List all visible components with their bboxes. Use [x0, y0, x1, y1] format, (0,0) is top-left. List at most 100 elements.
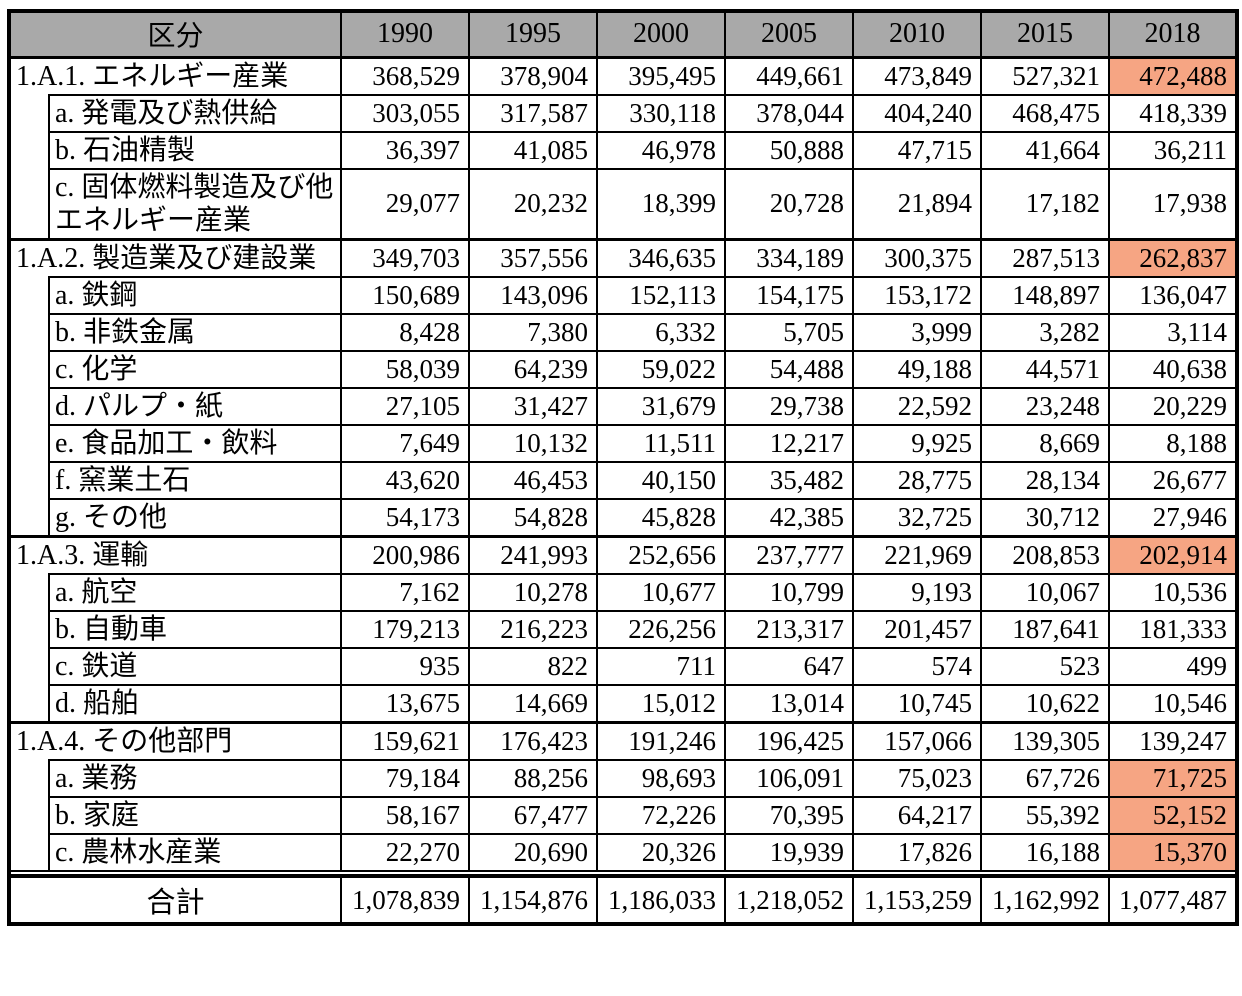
value-cell: 10,546: [1108, 684, 1239, 724]
value-cell: 200,986: [340, 534, 471, 575]
value-cell: 67,477: [468, 796, 599, 836]
value-cell: 711: [596, 646, 727, 687]
value-cell: 10,067: [980, 572, 1111, 612]
subcategory-label: d. パルプ・紙: [47, 386, 343, 426]
subcategory-label: a. 航空: [47, 572, 343, 612]
value-cell: 252,656: [596, 534, 727, 575]
value-cell: 157,066: [852, 721, 983, 762]
value-cell: 36,397: [340, 130, 471, 170]
value-cell: 41,664: [980, 130, 1111, 170]
value-cell: 20,229: [1108, 386, 1239, 426]
year-column-header-2005: 2005: [724, 10, 855, 59]
value-cell: 10,536: [1108, 572, 1239, 612]
subcategory-label: d. 船舶: [47, 684, 343, 724]
subcategory-row: c. 農林水産業 22,270 20,690 20,326 19,939 17,826 16…: [9, 833, 1239, 873]
value-cell: 3,282: [980, 312, 1111, 352]
year-column-header-2000: 2000: [596, 10, 727, 59]
value-cell: 88,256: [468, 759, 599, 799]
value-cell: 20,728: [724, 167, 855, 241]
value-cell: 54,173: [340, 497, 471, 538]
value-cell: 67,726: [980, 759, 1111, 799]
subcategory-label: c. 農林水産業: [47, 833, 343, 873]
value-cell: 181,333: [1108, 609, 1239, 650]
value-cell: 20,326: [596, 833, 727, 873]
subcategory-label: b. 家庭: [47, 796, 343, 836]
value-cell: 27,946: [1108, 497, 1239, 538]
year-column-header-1995: 1995: [468, 10, 599, 59]
value-cell: 12,217: [724, 423, 855, 463]
subcategory-label: a. 鉄鋼: [47, 275, 343, 315]
value-cell: 46,453: [468, 460, 599, 500]
category-row: 1.A.1. エネルギー産業 368,529 378,904 395,495 449,6…: [7, 55, 1239, 96]
value-cell: 28,775: [852, 460, 983, 500]
value-cell: 15,370: [1108, 833, 1239, 873]
value-cell: 40,638: [1108, 349, 1239, 389]
value-cell: 59,022: [596, 349, 727, 389]
value-cell: 54,488: [724, 349, 855, 389]
value-cell: 23,248: [980, 386, 1111, 426]
value-cell: 148,897: [980, 275, 1111, 315]
value-cell: 41,085: [468, 130, 599, 170]
value-cell: 71,725: [1108, 759, 1239, 799]
subcategory-row: c. 鉄道 935 822 711 647 574 523 499: [9, 646, 1239, 687]
value-cell: 216,223: [468, 609, 599, 650]
value-cell: 468,475: [980, 93, 1111, 133]
value-cell: 64,239: [468, 349, 599, 389]
value-cell: 50,888: [724, 130, 855, 170]
subcategory-label: a. 発電及び熱供給: [47, 93, 343, 133]
value-cell: 7,380: [468, 312, 599, 352]
value-cell: 822: [468, 646, 599, 687]
value-cell: 17,938: [1108, 167, 1239, 241]
value-cell: 10,677: [596, 572, 727, 612]
value-cell: 334,189: [724, 237, 855, 278]
value-cell: 300,375: [852, 237, 983, 278]
value-cell: 28,134: [980, 460, 1111, 500]
category-row: 1.A.4. その他部門 159,621 176,423 191,246 196,425…: [7, 721, 1239, 762]
page: 区分 1990 1995 2000 2005 2010 2015 2018 1.…: [7, 9, 1240, 927]
category-label: 1.A.4. その他部門: [7, 721, 343, 762]
subcategory-label: c. 化学: [47, 349, 343, 389]
total-label: 合計: [7, 875, 343, 926]
subcategory-row: b. 非鉄金属 8,428 7,380 6,332 5,705 3,999 3,282 3,1…: [9, 312, 1239, 352]
value-cell: 1,077,487: [1108, 875, 1239, 926]
year-column-header-2015: 2015: [980, 10, 1111, 59]
value-cell: 10,278: [468, 572, 599, 612]
value-cell: 10,745: [852, 684, 983, 724]
value-cell: 330,118: [596, 93, 727, 133]
value-cell: 21,894: [852, 167, 983, 241]
subcategory-label: f. 窯業土石: [47, 460, 343, 500]
value-cell: 20,232: [468, 167, 599, 241]
value-cell: 241,993: [468, 534, 599, 575]
value-cell: 64,217: [852, 796, 983, 836]
value-cell: 574: [852, 646, 983, 687]
subcategory-label: e. 食品加工・飲料: [47, 423, 343, 463]
table-body: 1.A.1. エネルギー産業 368,529 378,904 395,495 449,6…: [7, 55, 1239, 873]
value-cell: 47,715: [852, 130, 983, 170]
value-cell: 473,849: [852, 55, 983, 96]
value-cell: 349,703: [340, 237, 471, 278]
value-cell: 7,649: [340, 423, 471, 463]
value-cell: 10,132: [468, 423, 599, 463]
value-cell: 237,777: [724, 534, 855, 575]
value-cell: 42,385: [724, 497, 855, 538]
value-cell: 191,246: [596, 721, 727, 762]
category-row: 1.A.2. 製造業及び建設業 349,703 357,556 346,635 334,…: [7, 237, 1239, 278]
value-cell: 17,826: [852, 833, 983, 873]
value-cell: 1,162,992: [980, 875, 1111, 926]
value-cell: 31,679: [596, 386, 727, 426]
value-cell: 346,635: [596, 237, 727, 278]
value-cell: 49,188: [852, 349, 983, 389]
value-cell: 16,188: [980, 833, 1111, 873]
value-cell: 179,213: [340, 609, 471, 650]
value-cell: 1,218,052: [724, 875, 855, 926]
subcategory-label: b. 自動車: [47, 609, 343, 650]
value-cell: 176,423: [468, 721, 599, 762]
value-cell: 8,428: [340, 312, 471, 352]
value-cell: 35,482: [724, 460, 855, 500]
value-cell: 54,828: [468, 497, 599, 538]
value-cell: 58,039: [340, 349, 471, 389]
value-cell: 3,114: [1108, 312, 1239, 352]
subcategory-row: a. 発電及び熱供給 303,055 317,587 330,118 378,044 40…: [8, 93, 1239, 241]
value-cell: 30,712: [980, 497, 1111, 538]
value-cell: 22,270: [340, 833, 471, 873]
